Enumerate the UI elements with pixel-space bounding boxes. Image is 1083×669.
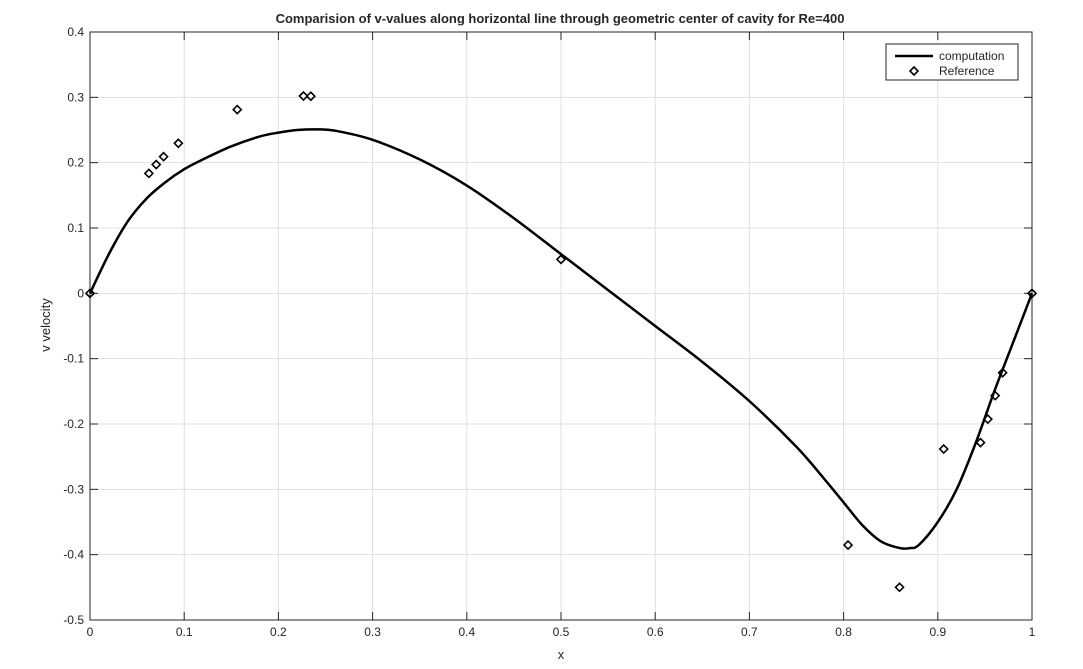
x-tick-label: 0.1: [176, 625, 193, 639]
y-tick-label: 0.3: [67, 90, 84, 104]
y-tick-label: -0.4: [63, 548, 84, 562]
reference-point: [305, 91, 316, 102]
legend-label-reference: Reference: [939, 64, 995, 78]
reference-point: [1026, 288, 1038, 299]
x-tick-label: 0.9: [929, 625, 946, 639]
x-tick-label: 1: [1029, 625, 1036, 639]
y-tick-label: -0.1: [63, 352, 84, 366]
x-tick-label: 0.5: [553, 625, 570, 639]
series-line-computation: [88, 128, 1034, 551]
legend-marker-reference: [908, 65, 920, 77]
reference-markers: [84, 90, 1038, 593]
y-tick-label: -0.2: [63, 417, 84, 431]
x-tick-label: 0.6: [647, 625, 664, 639]
reference-point: [975, 437, 986, 448]
chart-title: Comparision of v-values along horizontal…: [276, 11, 845, 26]
reference-point: [555, 254, 567, 265]
reference-point: [894, 582, 905, 593]
x-tick-label: 0: [87, 625, 94, 639]
y-tick-label: -0.3: [63, 482, 84, 496]
y-tick-label: 0.4: [67, 25, 84, 39]
y-tick-label: -0.5: [63, 613, 84, 627]
x-tick-label: 0.3: [364, 625, 381, 639]
legend: computation Reference: [885, 43, 1019, 81]
y-axis-label: v velocity: [38, 298, 53, 352]
reference-point: [938, 443, 949, 455]
reference-point: [982, 414, 993, 425]
y-axis-ticks: -0.5 -0.4 -0.3 -0.2 -0.1 0 0.1 0.2 0.3 0.4: [63, 25, 1032, 627]
reference-point: [298, 90, 309, 102]
x-tick-label: 0.8: [835, 625, 852, 639]
reference-point: [173, 138, 184, 149]
x-tick-label: 0.7: [741, 625, 758, 639]
reference-point: [151, 159, 162, 170]
legend-box: [885, 43, 1019, 81]
x-tick-label: 0.2: [270, 625, 287, 639]
x-tick-label: 0.4: [458, 625, 475, 639]
y-tick-label: 0.2: [67, 156, 84, 170]
x-axis-ticks: 0 0.1 0.2 0.3 0.4 0.5 0.6 0.7 0.8 0.9 1: [87, 32, 1036, 639]
series: [88, 128, 1034, 551]
reference-point: [143, 168, 155, 179]
reference-point: [997, 367, 1008, 378]
reference-point: [990, 390, 1001, 401]
reference-point: [232, 104, 243, 115]
x-axis-label: x: [558, 647, 565, 662]
y-tick-label: 0: [77, 286, 84, 300]
legend-label-computation: computation: [939, 49, 1004, 63]
reference-point: [84, 288, 96, 299]
reference-point: [842, 539, 854, 551]
y-tick-label: 0.1: [67, 221, 84, 235]
reference-point: [158, 151, 169, 162]
